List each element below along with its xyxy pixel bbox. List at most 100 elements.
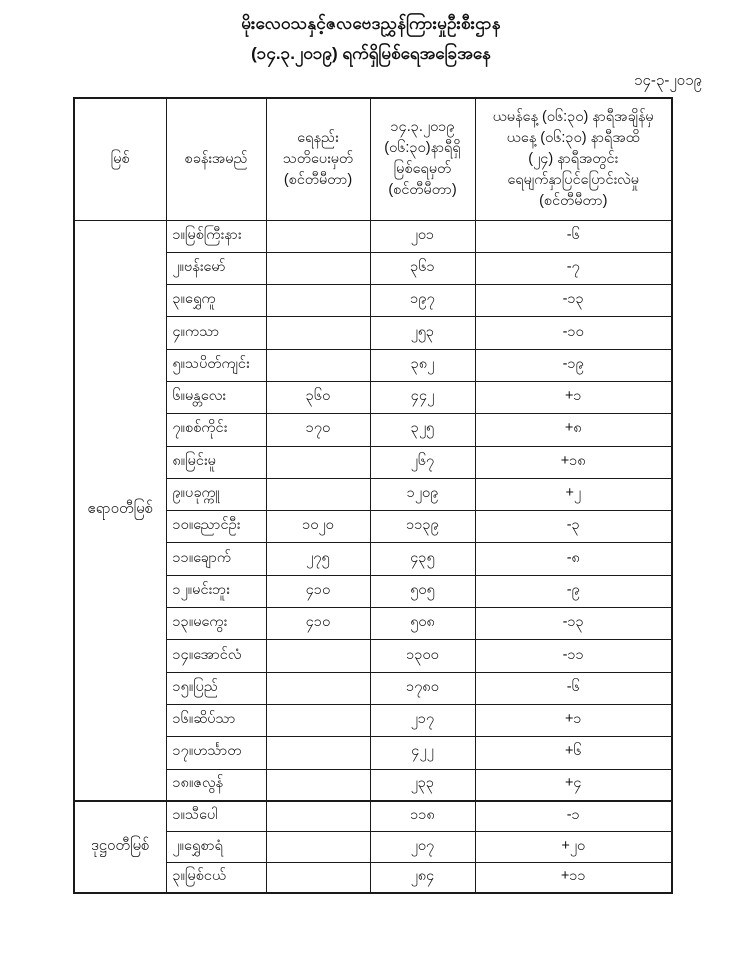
- change-value: -၉: [474, 574, 673, 609]
- change-value: +၁: [474, 380, 673, 415]
- report-date: ၁၄-၃-၂၀၁၉: [634, 72, 702, 89]
- table-row: ၁၄။အောင်လံ ၁၃၀၀ -၁၁: [74, 639, 673, 673]
- change-value: +၁: [474, 703, 673, 738]
- station-name: ၁၈။ဇလွန်: [165, 768, 267, 802]
- table-header-row: မြစ် စခန်းအမည် ရေနည်း သတိပေးမှတ် (စင်တီမ…: [73, 97, 673, 221]
- station-name: ၇။စစ်ကိုင်း: [165, 413, 267, 447]
- change-value: -၁၀: [474, 316, 673, 350]
- change-value: -၇: [474, 251, 673, 286]
- river-name: ဧရာဝတီမြစ်: [73, 219, 167, 802]
- table-row: ၃။မြစ်ငယ် ၂၈၄ +၁၁: [74, 861, 673, 894]
- level-value: ၁၂၀၉: [369, 477, 476, 512]
- station-name: ၁။သီပေါ: [165, 800, 267, 833]
- title-line1: မိုးလေဝသနှင့်ဇလဗေဒညွှန်ကြားမှုဦးစီးဌာန: [241, 14, 501, 33]
- station-name: ၁၀။ညောင်ဦး: [165, 510, 267, 544]
- level-value: ၄၄၂: [369, 380, 476, 415]
- level-value: ၂၁၇: [369, 703, 476, 738]
- warning-value: [265, 477, 371, 512]
- station-name: ၁၇။ဟင်္သာတ: [165, 736, 267, 770]
- table-row: ၇။စစ်ကိုင်း ၁၇၀ ၃၂၅ +၈: [74, 413, 673, 447]
- table-row: ၁၁။ချောက် ၂၇၅ ၄၃၅ -၈: [74, 542, 673, 576]
- level-value: ၅၀၈: [369, 607, 476, 641]
- table-row: ၁၅။ပြည် ၁၇၈၀ -၆: [74, 671, 673, 705]
- change-value: +၂: [474, 477, 673, 512]
- table-row: ဧရာဝတီမြစ် ၁။မြစ်ကြီးနား ၂၀၁ -၆: [73, 219, 673, 802]
- change-value: +၁၁: [474, 861, 673, 894]
- table-row: ၃။ရွှေကူ ၁၉၇ -၁၃: [74, 284, 673, 318]
- change-value: +၂၀: [474, 831, 673, 863]
- change-value: -၆: [474, 671, 673, 705]
- table-row: ၂။ရွှေစာရံ ၂၀၇ +၂၀: [74, 831, 673, 863]
- warning-value: [265, 831, 371, 863]
- level-value: ၂၅၃: [369, 316, 476, 350]
- level-value: ၂၃၃: [369, 768, 476, 802]
- station-name: ၁၁။ချောက်: [165, 542, 267, 576]
- warning-value: [265, 703, 371, 738]
- level-value: ၂၀၁: [369, 219, 476, 253]
- header-24h-change: ယမန်နေ့ (၀၆:၃၀) နာရီအချိန်မှ ယနေ့ (၀၆:၃၀…: [474, 97, 673, 221]
- station-name: ၁၄။အောင်လံ: [165, 639, 267, 673]
- header-station: စခန်းအမည်: [165, 97, 267, 221]
- table-row: ၄။ကသာ ၂၅၃ -၁၀: [74, 316, 673, 350]
- station-name: ၁၆။ဆိပ်သာ: [165, 703, 267, 738]
- station-name: ၉။ပခုက္ကူ: [165, 477, 267, 512]
- table-row: ဒုဋ္ဌဝတီမြစ် ၁။သီပေါ ၁၁၈ -၁: [73, 800, 673, 894]
- warning-value: [265, 800, 371, 833]
- level-value: ၃၈၂: [369, 348, 476, 382]
- station-name: ၁၃။မကွေး: [165, 607, 267, 641]
- table-row: ၆။မန္တလေး ၃၆၀ ၄၄၂ +၁: [74, 380, 673, 415]
- change-value: -၃: [474, 510, 673, 544]
- station-name: ၁၂။မင်းဘူး: [165, 574, 267, 609]
- water-level-table: မြစ် စခန်းအမည် ရေနည်း သတိပေးမှတ် (စင်တီမ…: [73, 97, 673, 894]
- header-warning-level: ရေနည်း သတိပေးမှတ် (စင်တီမီတာ): [265, 97, 371, 221]
- level-value: ၂၆၇: [369, 445, 476, 479]
- warning-value: ၁၇၀: [265, 413, 371, 447]
- level-value: ၁၁၈: [369, 800, 476, 833]
- warning-value: ၄၁၀: [265, 574, 371, 609]
- station-name: ၁။မြစ်ကြီးနား: [165, 219, 267, 253]
- header-river: မြစ်: [73, 97, 167, 221]
- change-value: +၆: [474, 736, 673, 770]
- change-value: -၈: [474, 542, 673, 576]
- level-value: ၂၀၇: [369, 831, 476, 863]
- change-value: +၈: [474, 413, 673, 447]
- station-name: ၄။ကသာ: [165, 316, 267, 350]
- warning-value: [265, 348, 371, 382]
- station-name: ၂။ဗန်းမော်: [165, 251, 267, 286]
- change-value: -၁၃: [474, 284, 673, 318]
- header-water-level: ၁၄.၃.၂၀၁၉ (၀၆:၃၀)နာရီရှိ မြစ်ရေမှတ် (စင်…: [369, 97, 476, 221]
- change-value: +၄: [474, 768, 673, 802]
- level-value: ၁၇၈၀: [369, 671, 476, 705]
- table-row: ၁၆။ဆိပ်သာ ၂၁၇ +၁: [74, 703, 673, 738]
- warning-value: ၁၀၂၀: [265, 510, 371, 544]
- change-value: -၁၁: [474, 639, 673, 673]
- level-value: ၁၁၃၉: [369, 510, 476, 544]
- table-row: ၁၂။မင်းဘူး ၄၁၀ ၅၀၅ -၉: [74, 574, 673, 609]
- change-value: -၁၉: [474, 348, 673, 382]
- warning-value: [265, 671, 371, 705]
- station-name: ၈။မြင်းမူ: [165, 445, 267, 479]
- warning-value: [265, 639, 371, 673]
- station-name: ၁၅။ပြည်: [165, 671, 267, 705]
- change-value: +၁၈: [474, 445, 673, 479]
- station-name: ၅။သပိတ်ကျင်း: [165, 348, 267, 382]
- change-value: -၁၃: [474, 607, 673, 641]
- level-value: ၃၆၁: [369, 251, 476, 286]
- station-name: ၂။ရွှေစာရံ: [165, 831, 267, 863]
- warning-value: [265, 861, 371, 894]
- warning-value: [265, 445, 371, 479]
- warning-value: [265, 768, 371, 802]
- river-name: ဒုဋ္ဌဝတီမြစ်: [73, 800, 167, 894]
- station-name: ၆။မန္တလေး: [165, 380, 267, 415]
- level-value: ၁၃၀၀: [369, 639, 476, 673]
- warning-value: ၄၁၀: [265, 607, 371, 641]
- title-line2: (၁၄.၃.၂၀၁၉) ရက်ရှိမြစ်ရေအခြေအနေ: [251, 44, 491, 63]
- level-value: ၄၂၂: [369, 736, 476, 770]
- change-value: -၆: [474, 219, 673, 253]
- level-value: ၃၂၅: [369, 413, 476, 447]
- level-value: ၄၃၅: [369, 542, 476, 576]
- level-value: ၁၉၇: [369, 284, 476, 318]
- warning-value: [265, 284, 371, 318]
- warning-value: [265, 219, 371, 253]
